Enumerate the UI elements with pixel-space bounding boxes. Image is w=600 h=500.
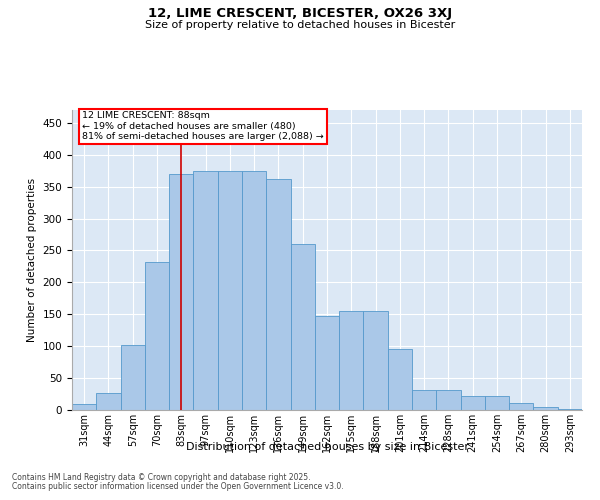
Bar [461,396,485,410]
Text: Contains HM Land Registry data © Crown copyright and database right 2025.: Contains HM Land Registry data © Crown c… [12,473,311,482]
Y-axis label: Number of detached properties: Number of detached properties [27,178,37,342]
Bar [96,394,121,410]
Text: 12 LIME CRESCENT: 88sqm
← 19% of detached houses are smaller (480)
81% of semi-d: 12 LIME CRESCENT: 88sqm ← 19% of detache… [82,112,324,142]
Bar [218,170,242,410]
Bar [121,345,145,410]
Bar [533,407,558,410]
Bar [485,396,509,410]
Text: Size of property relative to detached houses in Bicester: Size of property relative to detached ho… [145,20,455,30]
Bar [558,408,582,410]
Text: Contains public sector information licensed under the Open Government Licence v3: Contains public sector information licen… [12,482,344,491]
Bar [145,262,169,410]
Bar [388,350,412,410]
Bar [509,403,533,410]
Bar [266,179,290,410]
Bar [193,172,218,410]
Bar [412,390,436,410]
Bar [290,244,315,410]
Bar [169,174,193,410]
Text: Distribution of detached houses by size in Bicester: Distribution of detached houses by size … [185,442,469,452]
Bar [315,316,339,410]
Bar [242,170,266,410]
Bar [364,311,388,410]
Bar [436,390,461,410]
Text: 12, LIME CRESCENT, BICESTER, OX26 3XJ: 12, LIME CRESCENT, BICESTER, OX26 3XJ [148,8,452,20]
Bar [339,311,364,410]
Bar [72,404,96,410]
